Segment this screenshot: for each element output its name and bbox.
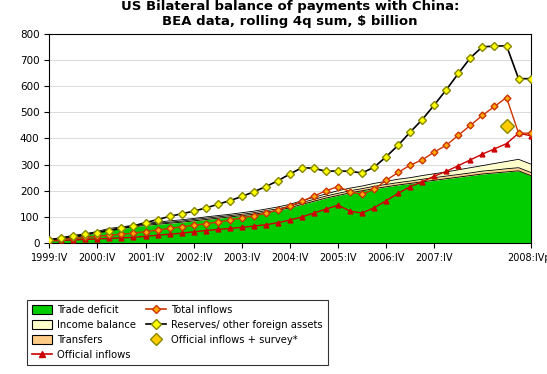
Legend: Trade deficit, Income balance, Transfers, Official inflows, Total inflows, Reser: Trade deficit, Income balance, Transfers… (27, 300, 328, 365)
Title: US Bilateral balance of payments with China:
BEA data, rolling 4q sum, $ billion: US Bilateral balance of payments with Ch… (121, 0, 459, 28)
